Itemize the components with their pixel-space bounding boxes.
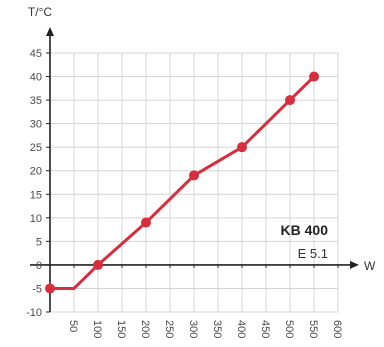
- x-tick-label: 350: [211, 320, 223, 338]
- y-axis-arrow: [46, 27, 54, 36]
- series-line: [50, 75, 316, 290]
- code-annotation: E 5.1: [298, 246, 328, 261]
- data-point: [45, 283, 55, 294]
- x-axis-label: W: [364, 259, 376, 273]
- y-axis-label: T/°C: [28, 5, 52, 19]
- x-tick-label: 100: [91, 320, 103, 338]
- y-tick-labels: -10 -5 0 5 10 15 20 25 30 35 40 45: [26, 48, 42, 319]
- data-point: [141, 217, 151, 228]
- x-tick-label: 500: [283, 320, 295, 338]
- x-axis-arrow: [350, 260, 359, 269]
- series: [45, 71, 319, 294]
- y-tick-label: 40: [30, 72, 42, 84]
- y-tick-label: -10: [26, 307, 42, 319]
- x-tick-label: 200: [139, 320, 151, 338]
- x-tick-label: 150: [115, 320, 127, 338]
- y-tick-label: 20: [30, 166, 42, 178]
- axes: [30, 27, 359, 313]
- data-point: [285, 95, 295, 106]
- y-tick-label: 0: [36, 260, 42, 272]
- y-tick-label: 45: [30, 48, 42, 60]
- x-tick-label: 550: [307, 320, 319, 338]
- y-tick-label: -5: [32, 283, 42, 295]
- data-point: [237, 142, 247, 153]
- y-tick-label: 30: [30, 119, 42, 131]
- y-tick-label: 35: [30, 95, 42, 107]
- model-annotation: KB 400: [281, 222, 329, 238]
- y-tick-label: 25: [30, 142, 42, 154]
- y-tick-label: 15: [30, 189, 42, 201]
- x-tick-label: 400: [235, 320, 247, 338]
- x-tick-label: 300: [187, 320, 199, 338]
- x-tick-label: 50: [67, 320, 79, 332]
- x-tick-label: 450: [259, 320, 271, 338]
- x-tick-label: 600: [331, 320, 343, 338]
- x-tick-label: 250: [163, 320, 175, 338]
- y-tick-label: 10: [30, 213, 42, 225]
- x-tick-labels: 50 100 150 200 250 300 350 400 450 500 550 600: [67, 320, 343, 338]
- data-point: [309, 71, 319, 82]
- data-point: [93, 259, 103, 270]
- grid: [50, 52, 339, 313]
- y-tick-label: 5: [36, 236, 42, 248]
- data-point: [189, 170, 199, 181]
